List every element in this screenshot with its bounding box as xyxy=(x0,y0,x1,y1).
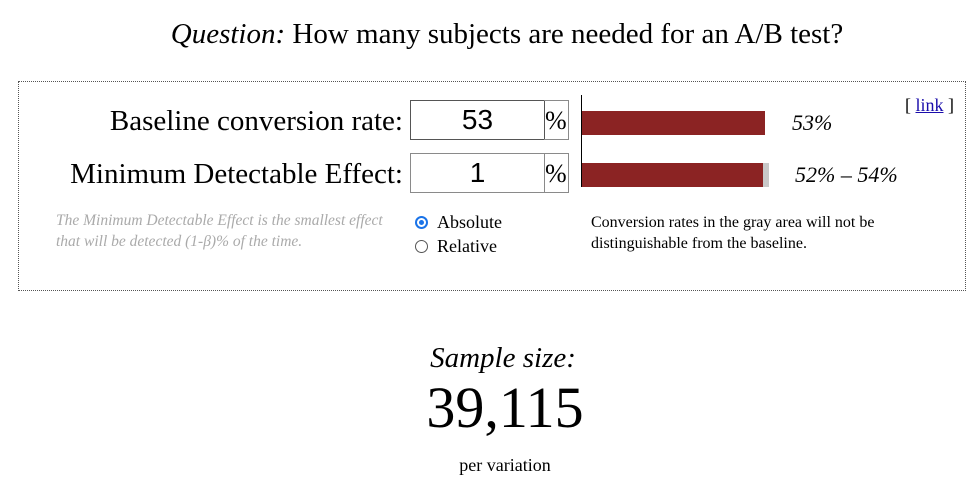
gray-area-note: Conversion rates in the gray area will n… xyxy=(591,214,875,252)
question-text: How many subjects are needed for an A/B … xyxy=(292,18,844,50)
mde-low-bar xyxy=(582,163,763,187)
link-open-bracket: [ xyxy=(904,95,911,115)
mde-help-text: The Minimum Detectable Effect is the sma… xyxy=(56,212,383,250)
baseline-label: Baseline conversion rate: xyxy=(109,105,403,137)
mde-percent-unit: % xyxy=(544,153,569,193)
radio-relative-button[interactable] xyxy=(415,239,428,253)
mde-input[interactable]: 1 xyxy=(410,153,545,193)
baseline-bar xyxy=(582,111,766,135)
mde-mode-radio-group: Absolute Relative xyxy=(415,210,502,258)
calculator-panel: [ link ] Baseline conversion rate: 53 % … xyxy=(18,81,966,291)
question-lead: Question: xyxy=(170,18,286,50)
mde-range-label: 52% – 54% xyxy=(795,162,898,187)
radio-absolute-label[interactable]: Absolute xyxy=(437,212,502,232)
permalink-link[interactable]: link xyxy=(915,95,944,115)
radio-absolute-button[interactable] xyxy=(415,215,428,229)
mde-label: Minimum Detectable Effect: xyxy=(70,158,403,190)
baseline-bar-label: 53% xyxy=(792,110,833,135)
radio-relative-label[interactable]: Relative xyxy=(437,236,497,256)
bar-axis-line xyxy=(581,95,582,187)
baseline-percent-unit: % xyxy=(544,100,569,140)
sample-size-value: 39,115 xyxy=(426,375,584,440)
mde-gray-area xyxy=(762,163,769,187)
link-close-bracket: ] xyxy=(948,95,954,115)
sample-size-label: Sample size: xyxy=(430,342,576,374)
page-question: Question: How many subjects are needed f… xyxy=(0,14,980,54)
permalink: [ link ] xyxy=(905,95,954,116)
per-variation-label: per variation xyxy=(459,455,551,475)
radio-absolute[interactable]: Absolute xyxy=(415,210,502,234)
radio-relative[interactable]: Relative xyxy=(415,234,502,258)
baseline-input[interactable]: 53 xyxy=(410,100,545,140)
